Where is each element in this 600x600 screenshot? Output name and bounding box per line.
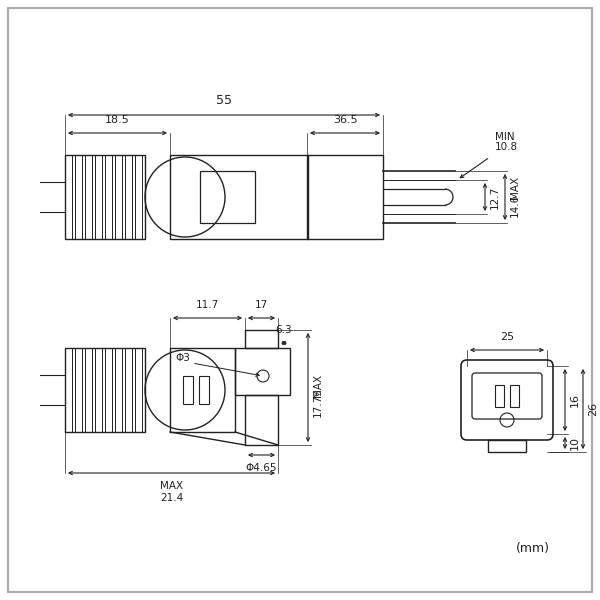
Bar [85, 348, 91, 432]
Text: MAX: MAX [313, 373, 323, 397]
Bar [183, 376, 193, 404]
Text: Φ4.65: Φ4.65 [246, 463, 277, 473]
Text: 6.3: 6.3 [275, 325, 292, 335]
Bar [115, 155, 121, 239]
Bar [200, 171, 255, 223]
Bar [235, 348, 290, 395]
Text: 18.5: 18.5 [105, 115, 130, 125]
Text: 12.7: 12.7 [490, 185, 500, 209]
Bar [75, 155, 82, 239]
Bar [495, 385, 504, 407]
Bar [85, 155, 91, 239]
Text: 25: 25 [500, 332, 514, 342]
Text: 55: 55 [216, 94, 232, 107]
Bar [199, 376, 209, 404]
Bar [245, 395, 278, 445]
Bar [125, 155, 131, 239]
Bar [510, 385, 519, 407]
Text: 16: 16 [570, 393, 580, 407]
Text: 10: 10 [570, 436, 580, 450]
Text: 17.75: 17.75 [313, 387, 323, 417]
Bar [135, 155, 142, 239]
Bar [95, 348, 101, 432]
Bar [307, 155, 383, 239]
Bar [135, 348, 142, 432]
Bar [95, 155, 101, 239]
Text: MAX
21.4: MAX 21.4 [160, 481, 183, 503]
Text: 36.5: 36.5 [332, 115, 358, 125]
Bar [115, 348, 121, 432]
Bar [105, 348, 112, 432]
Text: 10.8: 10.8 [495, 142, 518, 152]
Bar [170, 155, 308, 239]
Text: 26: 26 [588, 402, 598, 416]
Bar [65, 348, 145, 432]
Bar [125, 348, 131, 432]
Text: 11.7: 11.7 [196, 300, 219, 310]
Text: Φ3: Φ3 [175, 353, 190, 363]
Bar [245, 330, 278, 348]
Text: (mm): (mm) [516, 542, 550, 555]
Text: MIN: MIN [495, 132, 515, 142]
Bar [105, 155, 112, 239]
Text: 17: 17 [255, 300, 268, 310]
Bar [65, 348, 71, 432]
Text: MAX: MAX [510, 175, 520, 199]
Bar [488, 440, 526, 452]
Bar [170, 348, 235, 432]
Bar [75, 348, 82, 432]
Text: 14.6: 14.6 [510, 193, 520, 217]
Bar [65, 155, 145, 239]
Bar [65, 155, 71, 239]
